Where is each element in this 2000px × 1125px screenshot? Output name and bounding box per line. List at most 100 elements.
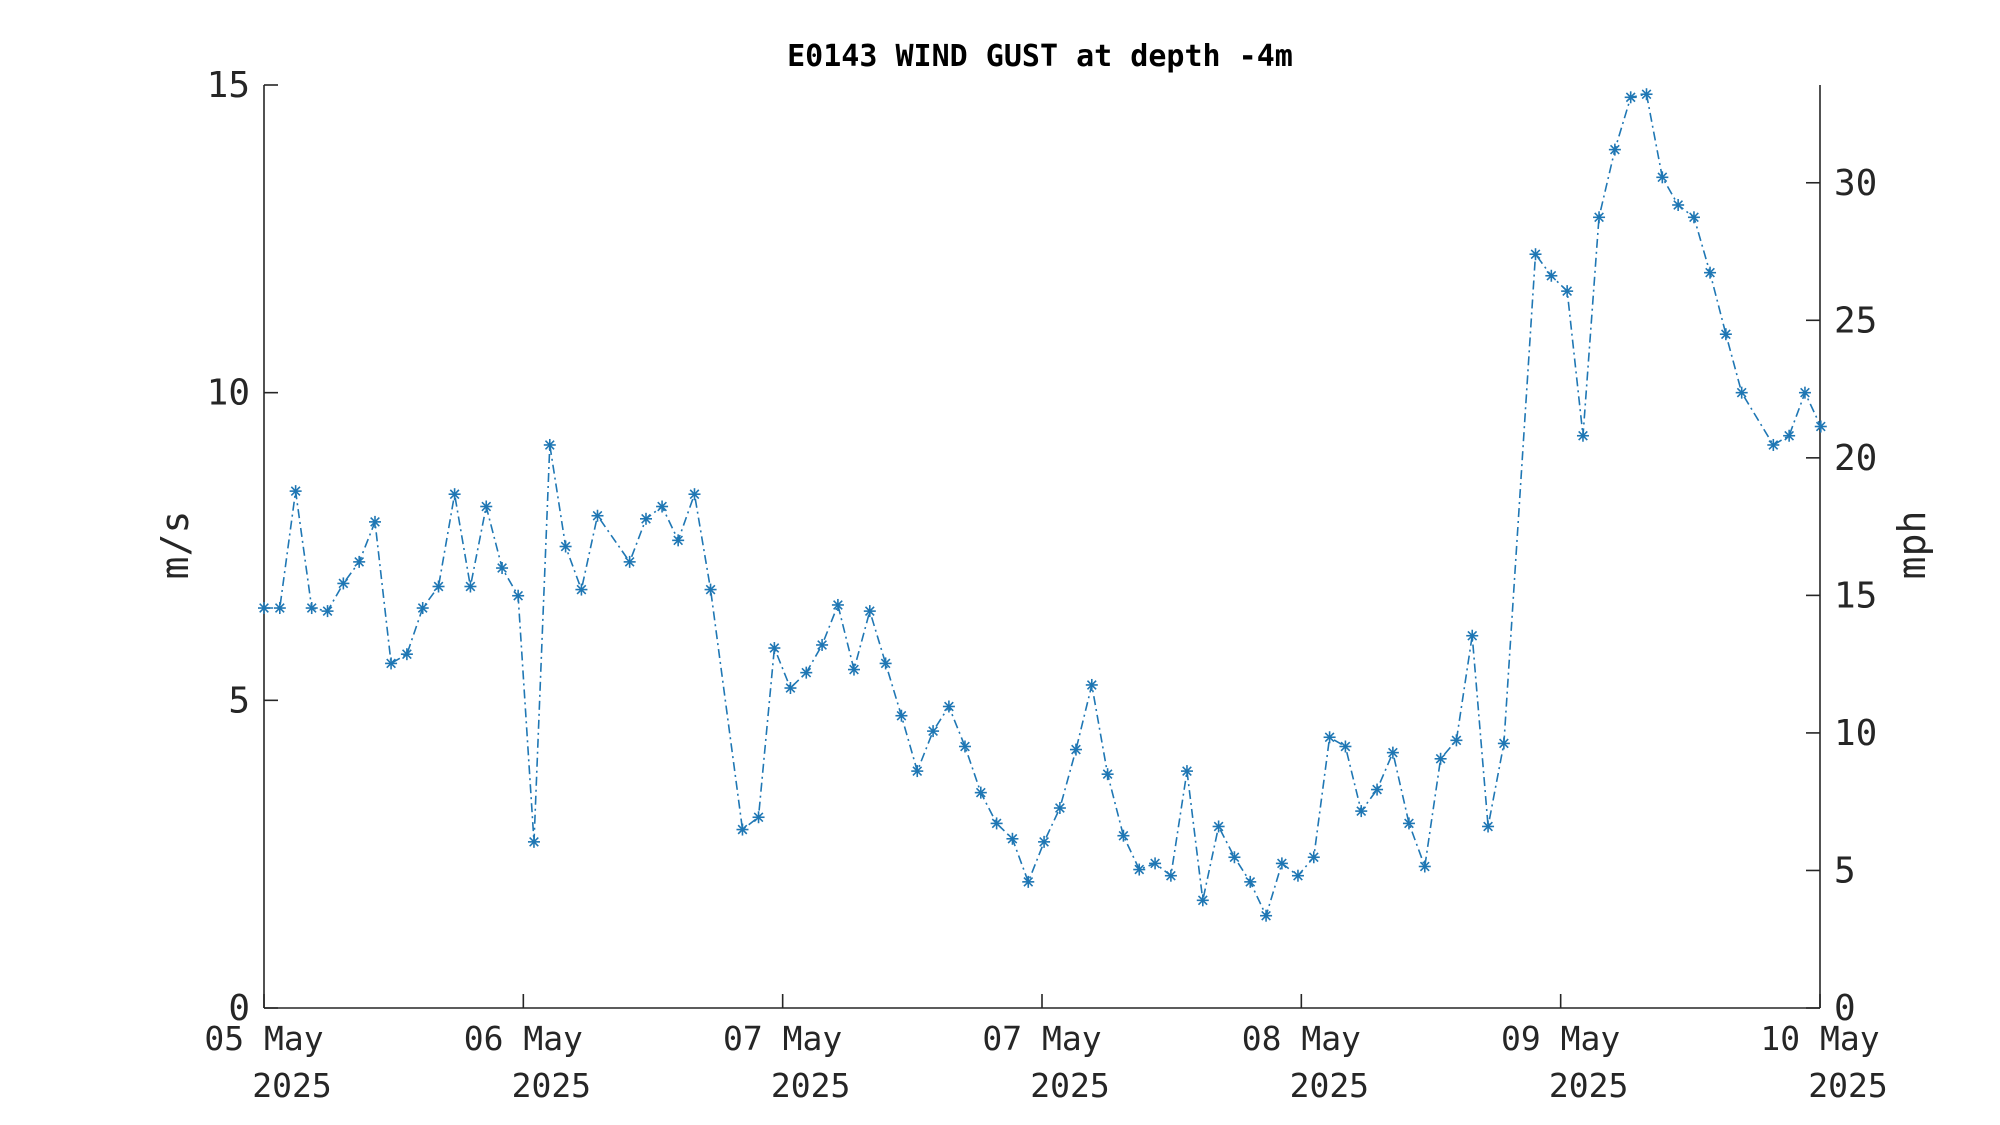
data-point xyxy=(1704,266,1717,279)
data-point xyxy=(1307,851,1320,864)
data-point xyxy=(1085,678,1098,691)
data-point xyxy=(337,577,350,590)
data-point xyxy=(1164,869,1177,882)
data-point xyxy=(1228,851,1241,864)
data-point xyxy=(321,605,334,618)
data-point xyxy=(1608,143,1621,156)
data-point xyxy=(816,638,829,651)
data-point xyxy=(831,598,844,611)
data-point xyxy=(1386,746,1399,759)
data-point xyxy=(1244,875,1257,888)
data-point xyxy=(847,663,860,676)
data-point xyxy=(1323,731,1336,744)
data-point xyxy=(958,740,971,753)
data-point xyxy=(289,485,302,498)
data-point xyxy=(527,835,540,848)
y-axis-right-label: mph xyxy=(1890,511,1934,580)
y-axis-left-ticks: 0 5 10 15 xyxy=(207,65,278,1029)
data-point xyxy=(1149,857,1162,870)
x-tick-label-date: 07 May xyxy=(982,1019,1101,1058)
data-point xyxy=(1069,743,1082,756)
y-tick-label-right: 15 xyxy=(1834,575,1877,616)
x-tick-label-year: 2025 xyxy=(1808,1066,1887,1105)
data-point xyxy=(1719,328,1732,341)
data-series xyxy=(258,88,1827,922)
data-point xyxy=(1466,629,1479,642)
data-point xyxy=(1482,820,1495,833)
data-point xyxy=(1260,909,1273,922)
data-point xyxy=(1783,429,1796,442)
data-point xyxy=(974,786,987,799)
data-point xyxy=(1275,857,1288,870)
x-tick-label-year: 2025 xyxy=(1030,1066,1109,1105)
data-point xyxy=(1339,740,1352,753)
data-point xyxy=(752,811,765,824)
y-tick-label-left: 10 xyxy=(207,373,250,414)
data-point xyxy=(559,540,572,553)
data-point xyxy=(416,602,429,615)
data-point xyxy=(942,700,955,713)
data-point xyxy=(1101,768,1114,781)
data-point xyxy=(353,555,366,568)
data-point xyxy=(672,534,685,547)
data-point xyxy=(1180,765,1193,778)
data-point xyxy=(688,488,701,501)
data-point xyxy=(385,657,398,670)
data-point xyxy=(1561,285,1574,298)
data-point xyxy=(432,580,445,593)
x-tick-label-date: 07 May xyxy=(723,1019,842,1058)
data-point xyxy=(1212,820,1225,833)
data-point xyxy=(464,580,477,593)
data-point xyxy=(1371,783,1384,796)
data-point xyxy=(1497,737,1510,750)
data-point xyxy=(879,657,892,670)
data-point xyxy=(1593,211,1606,224)
y-tick-label-left: 5 xyxy=(228,680,250,721)
data-point xyxy=(656,500,669,513)
data-point xyxy=(1133,863,1146,876)
data-point xyxy=(1355,805,1368,818)
data-point xyxy=(1196,894,1209,907)
x-tick-label-year: 2025 xyxy=(1290,1066,1369,1105)
y-tick-label-right: 0 xyxy=(1834,988,1856,1029)
data-point xyxy=(1672,198,1685,211)
y-axis-right-ticks: 0 5 10 15 20 25 30 xyxy=(1806,163,1877,1029)
data-point xyxy=(1767,438,1780,451)
data-point xyxy=(1022,875,1035,888)
axes xyxy=(263,85,1821,1009)
data-point xyxy=(1434,752,1447,765)
x-tick-label-date: 06 May xyxy=(464,1019,583,1058)
y-tick-label-left: 15 xyxy=(207,65,250,106)
x-tick-label-date: 08 May xyxy=(1242,1019,1361,1058)
data-point xyxy=(480,500,493,513)
chart-title: E0143 WIND GUST at depth -4m xyxy=(787,39,1293,74)
data-point xyxy=(1798,386,1811,399)
x-axis-ticks: 05 May 2025 06 May 2025 07 May 2025 07 May 2025… xyxy=(204,994,1888,1105)
data-point xyxy=(591,509,604,522)
data-point xyxy=(543,438,556,451)
data-point xyxy=(575,583,588,596)
data-point xyxy=(1576,429,1589,442)
data-point xyxy=(1735,386,1748,399)
data-point xyxy=(623,555,636,568)
series-line xyxy=(264,93,1822,918)
data-point xyxy=(1450,734,1463,747)
y-tick-label-right: 30 xyxy=(1834,163,1877,204)
data-point xyxy=(1117,829,1130,842)
data-point xyxy=(911,765,924,778)
data-point xyxy=(927,725,940,738)
data-point xyxy=(1053,802,1066,815)
data-point xyxy=(1418,860,1431,873)
x-tick-label-year: 2025 xyxy=(771,1066,850,1105)
data-point xyxy=(1038,835,1051,848)
data-point xyxy=(258,602,270,615)
data-point xyxy=(1687,211,1700,224)
data-point xyxy=(1402,817,1415,830)
y-tick-label-right: 10 xyxy=(1834,713,1877,754)
data-point xyxy=(1529,248,1542,261)
data-point xyxy=(1656,171,1669,184)
data-point xyxy=(1814,420,1827,433)
data-point xyxy=(1640,88,1653,101)
y-tick-label-right: 25 xyxy=(1834,300,1877,341)
